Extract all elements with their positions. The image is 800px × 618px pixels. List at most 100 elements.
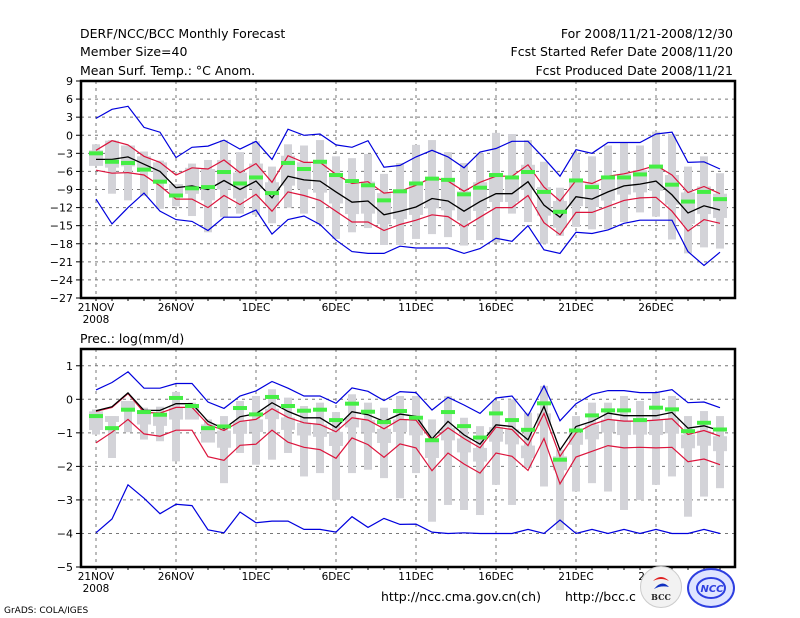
y-tick-label: 1 [66,360,73,373]
median-marker [265,394,279,399]
y-tick-label: 6 [66,93,73,106]
median-marker [121,407,135,412]
quartile-box [377,193,391,225]
range-bar [124,400,132,433]
quartile-box [297,162,311,190]
median-marker [249,412,263,417]
ncc-logo-text: NCC [700,584,724,595]
median-marker [345,179,359,184]
quartile-box [601,419,615,433]
y-tick-label: −15 [50,220,73,233]
median-marker [393,189,407,194]
y-tick-label: −3 [57,494,73,507]
median-marker [473,185,487,190]
quartile-box [585,183,599,208]
series-line-mean [96,156,721,219]
quartile-box [361,181,375,214]
range-bar [364,402,372,470]
median-marker [297,408,311,413]
quartile-box [505,176,519,203]
median-marker [297,167,311,172]
x-tick-label: 21NOV [78,571,115,583]
median-marker [361,183,375,188]
x-tick-label: 21DEC [558,302,593,314]
median-marker [425,438,439,443]
quartile-box [441,427,455,441]
y-tick-label: −4 [57,527,73,540]
quartile-box [313,162,327,193]
x-tick-label: 1DEC [242,302,271,314]
quartile-box [633,421,647,435]
precip-panel-label: Prec.: log(mm/d) [80,331,185,346]
median-marker [105,426,119,431]
median-marker [489,411,503,416]
median-marker [713,197,727,202]
median-marker [409,415,423,420]
quartile-box [329,174,343,204]
quartile-box [361,420,375,433]
median-marker [329,418,343,423]
median-marker [585,413,599,418]
median-marker [521,427,535,432]
median-marker [217,170,231,175]
median-marker [249,175,263,180]
quartile-box [425,177,439,209]
quartile-box [649,420,663,436]
median-marker [137,410,151,415]
quartile-box [249,419,263,433]
quartile-box [665,175,679,205]
range-bar [108,416,116,458]
median-marker [617,175,631,180]
plot-frame [79,79,737,300]
y-tick-label: −9 [57,184,73,197]
median-marker [601,408,615,413]
quartile-box [681,434,695,449]
median-marker [217,424,231,429]
median-marker [713,427,727,432]
series-line-mean [95,391,721,452]
median-marker [537,189,551,194]
range-bar [556,449,564,531]
median-marker [601,175,615,180]
bcc-logo-text: BCC [651,592,671,602]
median-marker [281,404,295,409]
median-marker [537,401,551,406]
range-bar [652,392,660,485]
median-marker [569,178,583,183]
median-marker [489,173,503,178]
median-marker [153,179,167,184]
y-tick-label: −18 [50,238,73,251]
median-marker [377,198,391,203]
y-tick-label: 0 [66,129,73,142]
series-line-upper [95,140,721,202]
range-bar [172,391,180,462]
bcc-url[interactable]: http://bcc.c [565,589,636,604]
quartile-box [313,424,327,437]
range-bar [492,400,500,485]
grads-credit: GrADS: COLA/IGES [4,606,89,616]
median-marker [153,412,167,417]
quartile-box [713,436,727,452]
x-tick-sublabel: 2008 [83,583,110,595]
range-bar [700,411,708,497]
median-marker [185,404,199,409]
x-tick-label: 26NOV [158,302,195,314]
quartile-box [281,417,295,430]
median-marker [313,159,327,164]
range-bar [396,395,404,499]
median-marker [233,181,247,186]
quartile-box [233,421,247,434]
y-tick-label: −21 [50,256,73,269]
range-bar [444,395,452,505]
median-marker [649,164,663,169]
quartile-box [617,421,631,436]
range-bar [572,416,580,492]
forecast-start-date: Fcst Started Refer Date 2008/11/20 [510,44,734,59]
median-marker [697,420,711,425]
ncc-url[interactable]: http://ncc.cma.gov.cn(ch) [381,589,541,604]
median-marker [313,407,327,412]
quartile-box [233,172,247,199]
median-marker [361,409,375,414]
quartile-box [393,191,407,220]
